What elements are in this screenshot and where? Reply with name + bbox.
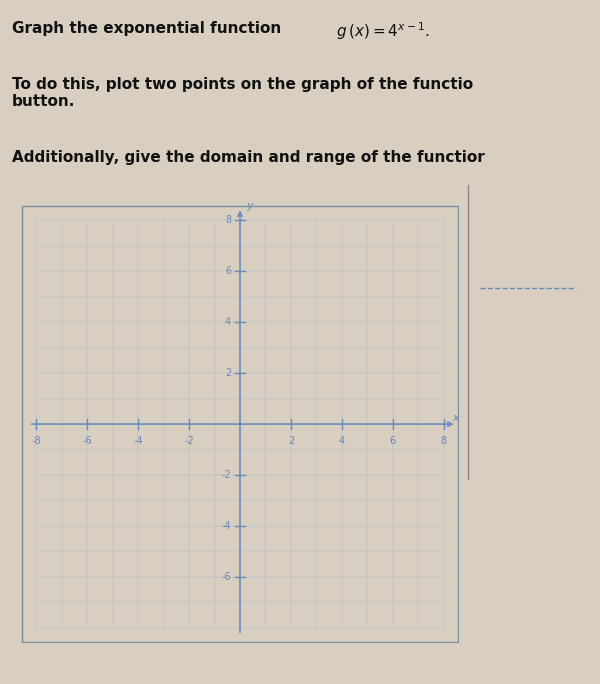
Text: 6: 6: [390, 436, 396, 445]
Text: Graph the exponential function: Graph the exponential function: [12, 21, 281, 36]
Text: y: y: [247, 202, 253, 211]
Text: -4: -4: [221, 521, 231, 531]
Text: -8: -8: [31, 436, 41, 445]
Text: 8: 8: [225, 215, 231, 225]
Text: Additionally, give the domain and range of the functior: Additionally, give the domain and range …: [12, 150, 485, 166]
Text: -4: -4: [133, 436, 143, 445]
Text: 6: 6: [225, 266, 231, 276]
Text: $g\,(x)=4^{x-1}$.: $g\,(x)=4^{x-1}$.: [336, 21, 430, 42]
Text: -6: -6: [82, 436, 92, 445]
Text: 4: 4: [225, 317, 231, 327]
Text: x: x: [452, 412, 459, 423]
Text: -2: -2: [184, 436, 194, 445]
Text: 2: 2: [288, 436, 294, 445]
Text: 2: 2: [225, 368, 231, 378]
Text: 4: 4: [339, 436, 345, 445]
Text: -2: -2: [221, 470, 231, 480]
Text: -6: -6: [221, 572, 231, 582]
Text: 8: 8: [440, 436, 447, 445]
Text: To do this, plot two points on the graph of the functio
button.: To do this, plot two points on the graph…: [12, 77, 473, 109]
